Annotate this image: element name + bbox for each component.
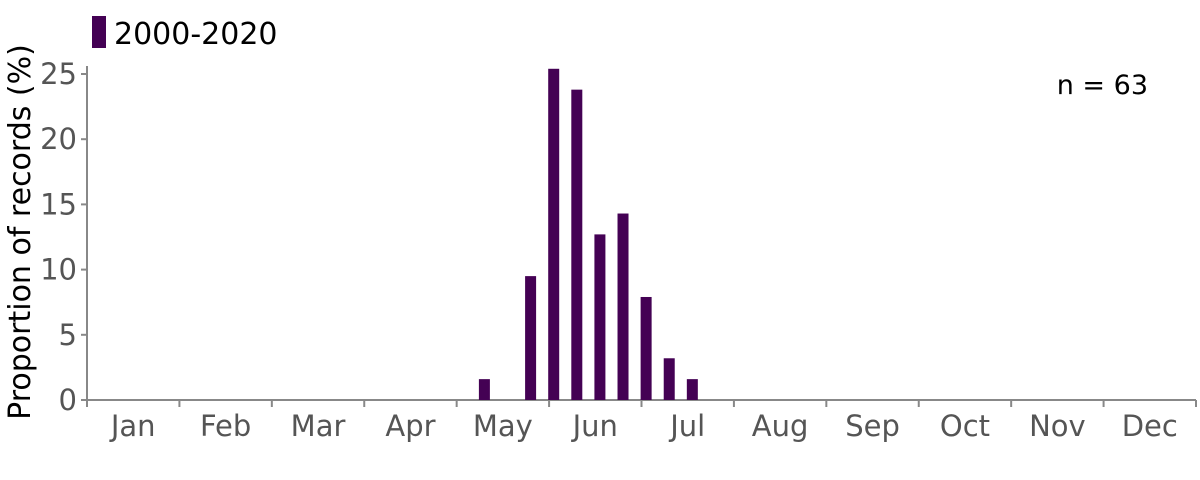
y-tick-label: 0 (59, 383, 77, 417)
bar (686, 379, 698, 400)
bar (617, 213, 629, 400)
x-tick-label: Nov (1029, 409, 1086, 443)
y-axis-label: Proportion of records (%) (3, 44, 38, 420)
x-tick-label: Apr (385, 409, 435, 443)
bar (594, 234, 606, 400)
y-tick-label: 5 (59, 318, 77, 352)
x-tick-label: Feb (200, 409, 251, 443)
x-tick-label: Jun (571, 409, 618, 443)
y-tick-label: 25 (40, 57, 77, 91)
bar (640, 296, 652, 400)
x-tick-label: May (473, 409, 533, 443)
bar (525, 276, 537, 400)
y-tick-label: 15 (40, 187, 77, 221)
x-tick-label: Oct (940, 409, 990, 443)
y-tick-label: 20 (40, 122, 77, 156)
x-tick-label: Mar (291, 409, 346, 443)
x-tick-label: Aug (752, 409, 809, 443)
x-tick-label: Sep (845, 409, 900, 443)
bar (548, 68, 560, 400)
y-tick-label: 10 (40, 253, 77, 287)
bar (571, 89, 583, 400)
sample-size-annotation: n = 63 (1057, 70, 1148, 101)
x-tick-label: Dec (1122, 409, 1178, 443)
bar (478, 379, 490, 400)
legend-swatch (92, 16, 106, 48)
bars (478, 68, 698, 400)
x-tick-label: Jan (109, 409, 156, 443)
bar (663, 358, 675, 400)
x-tick-label: Jul (668, 409, 705, 443)
legend-label: 2000-2020 (114, 17, 278, 52)
legend: 2000-2020 (92, 16, 278, 52)
axes: 0 5 10 15 20 25 Jan Feb Mar Apr May Jun Jul Aug Sep Oct… (40, 57, 1197, 443)
